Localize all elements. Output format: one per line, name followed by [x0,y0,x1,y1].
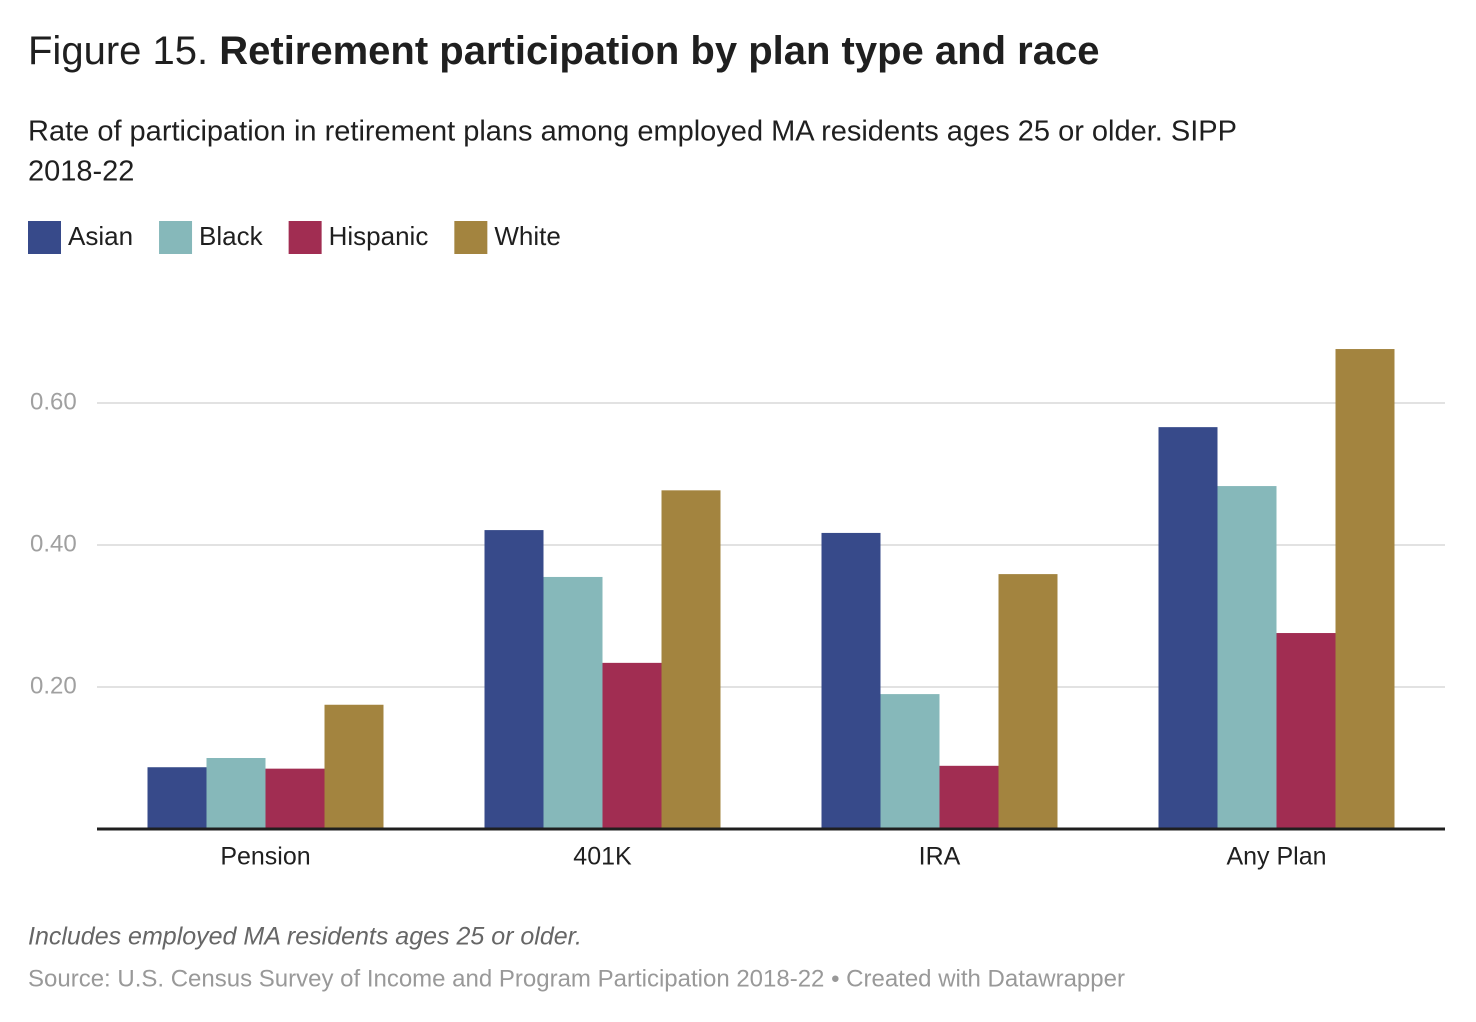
bar [1158,427,1218,829]
y-tick-label: 0.40 [30,530,77,557]
bar [147,767,207,829]
bar [1335,349,1395,829]
bar [484,530,544,829]
y-tick-label: 0.60 [30,388,77,415]
legend-swatch [288,221,322,254]
source: Source: U.S. Census Survey of Income and… [28,965,1125,992]
subtitle: Rate of participation in retirement plan… [28,116,1237,148]
bar [265,768,325,829]
bar [1276,633,1336,829]
bar [324,704,384,829]
notes: Includes employed MA residents ages 25 o… [28,923,582,951]
title-text: Retirement participation by plan type an… [219,29,1099,73]
legend-swatch [28,221,61,254]
x-tick-label: 401K [573,843,632,871]
x-tick-label: IRA [919,843,961,871]
x-tick-label: Pension [220,843,310,871]
bar [206,758,266,829]
legend-label: Black [199,221,264,251]
legend-swatch [159,221,193,254]
legend-swatch [454,221,488,254]
bar [821,532,881,829]
legend-label: White [494,221,560,251]
x-tick-label: Any Plan [1226,843,1326,871]
bar [543,576,603,829]
bar [939,765,999,829]
figure-label: Figure 15. [28,29,208,73]
legend-label: Hispanic [329,221,429,251]
chart-title: Figure 15. Retirement participation by p… [28,29,1099,73]
legend-label: Asian [68,221,133,251]
bar [880,694,940,829]
bar [661,490,721,829]
y-tick-label: 0.20 [30,672,77,699]
bar [1217,486,1277,829]
bar [998,574,1058,829]
bar [602,662,662,829]
subtitle: 2018-22 [28,156,134,188]
